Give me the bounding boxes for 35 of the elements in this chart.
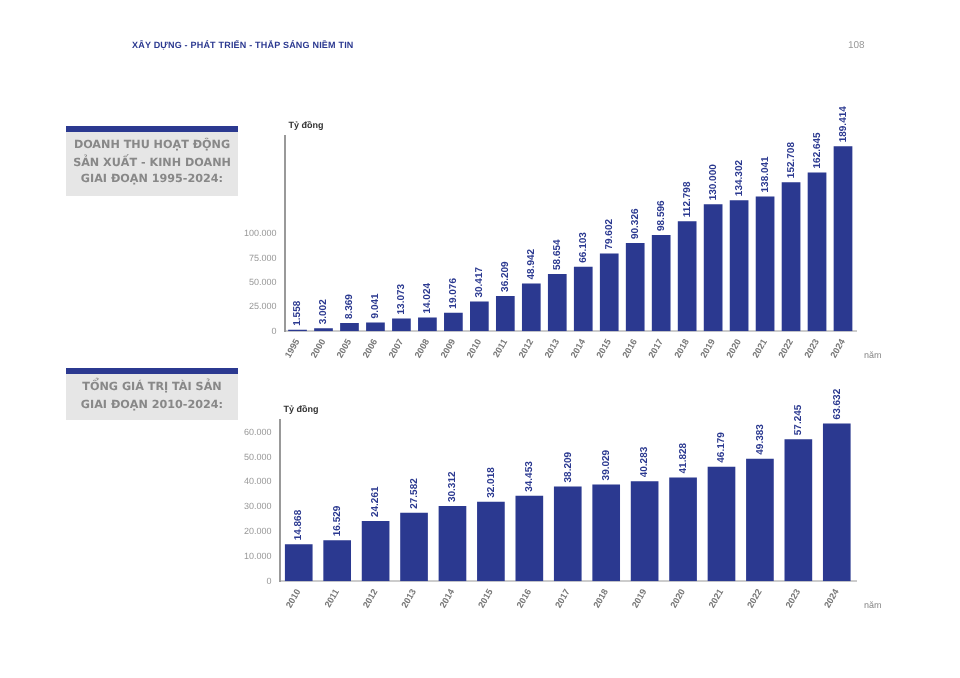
bar: [521, 283, 541, 332]
bar: [366, 322, 385, 332]
bar: [630, 481, 659, 582]
bar: [361, 521, 390, 582]
bar: [444, 312, 463, 332]
bar: [470, 301, 489, 332]
bar: [392, 318, 411, 332]
bar: [703, 204, 723, 332]
bar: [592, 484, 621, 582]
bar: [553, 486, 582, 582]
bar: [573, 266, 593, 332]
bar: [755, 196, 775, 332]
bar: [677, 221, 697, 332]
bar: [746, 458, 774, 582]
bar: [477, 501, 505, 582]
bar: [625, 243, 645, 332]
bar: [707, 466, 736, 582]
bar: [515, 495, 544, 582]
bar: [807, 172, 827, 332]
bar: [781, 182, 801, 332]
bar: [651, 235, 671, 332]
bar: [784, 439, 813, 582]
bar: [323, 540, 352, 582]
bar: [418, 317, 437, 332]
bar: [340, 323, 359, 332]
bar: [729, 200, 749, 332]
bar: [599, 253, 619, 332]
bar: [400, 512, 428, 582]
bar: [669, 477, 697, 582]
bar: [833, 146, 853, 332]
bar: [284, 544, 313, 582]
bar: [822, 423, 851, 582]
bar: [495, 295, 515, 332]
bar: [547, 274, 567, 332]
bar: [438, 506, 467, 582]
